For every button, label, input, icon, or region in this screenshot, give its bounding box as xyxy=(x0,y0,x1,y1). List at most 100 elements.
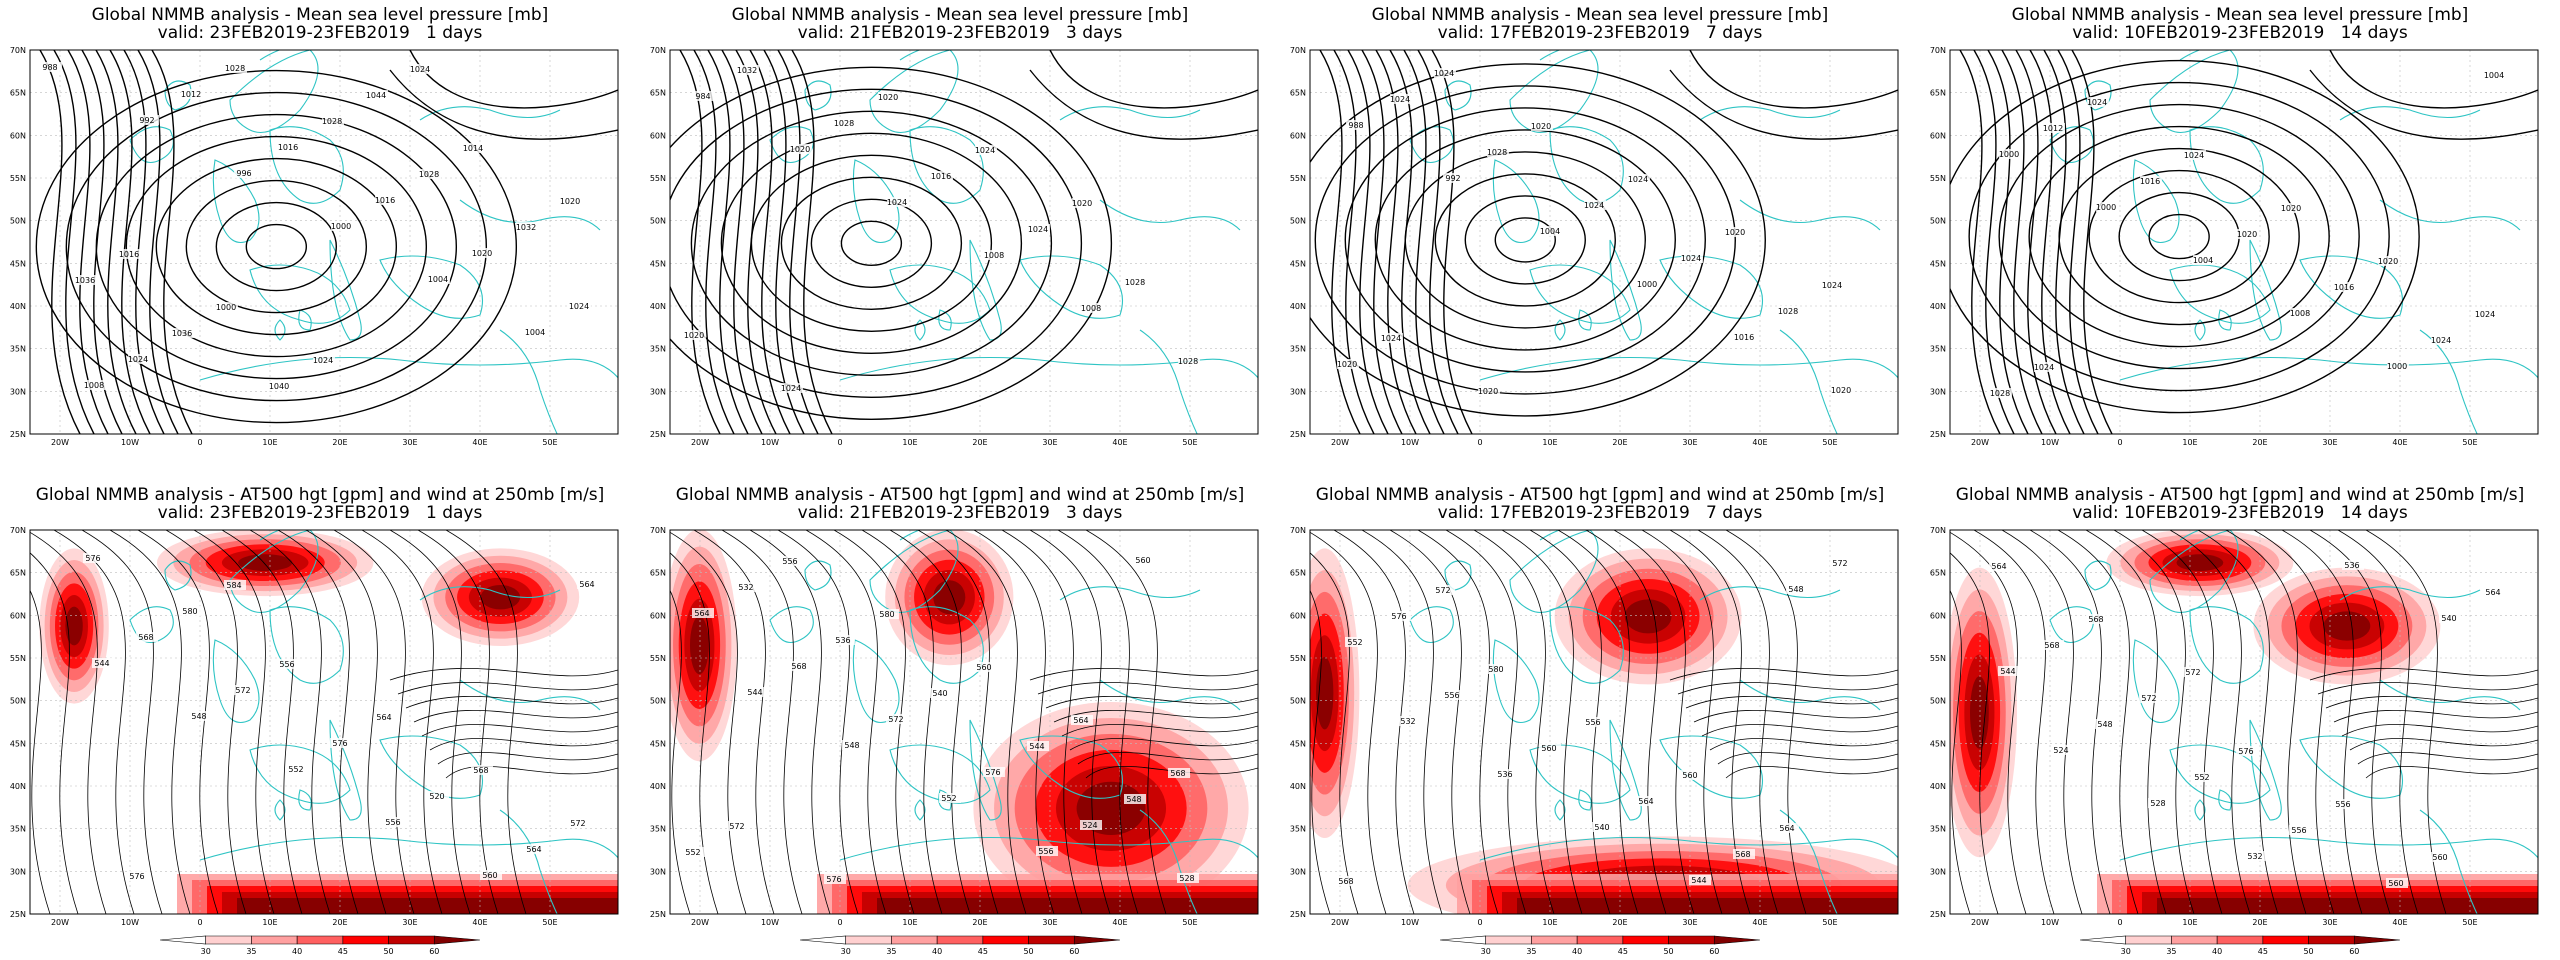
lat-label: 45N xyxy=(650,739,666,748)
colorbar-tick: 45 xyxy=(1618,947,1628,956)
contours xyxy=(670,50,1258,434)
contour-label: 1024 xyxy=(569,302,589,311)
lon-label: 20W xyxy=(1971,438,1989,447)
colorbar-tick: 40 xyxy=(1572,947,1582,956)
map-canvas: 988 992 1004 1000 1016 1020 1024 1028 1024 1024 10… xyxy=(1290,46,1899,447)
lat-label: 65N xyxy=(1290,569,1306,578)
contour-label: 556 xyxy=(1585,718,1600,727)
contour-labels: 544 548 552 556 560 564 568 572 576 520 564 576 580 5… xyxy=(83,553,599,881)
lon-label: 50E xyxy=(2462,438,2477,447)
lon-label: 30E xyxy=(1682,438,1697,447)
contour-label: 556 xyxy=(782,557,797,566)
lat-label: 30N xyxy=(650,387,666,396)
longitude-labels: 20W 10W 0 10E 20E 30E 40E 50E xyxy=(1331,918,1838,927)
contour-label: 1028 xyxy=(1487,148,1507,157)
contour-label: 548 xyxy=(191,712,206,721)
lon-label: 20E xyxy=(972,438,987,447)
lon-label: 10E xyxy=(262,918,277,927)
lat-label: 30N xyxy=(1290,867,1306,876)
lat-label: 55N xyxy=(1930,654,1946,663)
lat-label: 30N xyxy=(1290,387,1306,396)
lon-label: 10E xyxy=(1542,438,1557,447)
contour-label: 576 xyxy=(985,768,1000,777)
colorbar-tick: 35 xyxy=(2166,947,2176,956)
lon-label: 30E xyxy=(402,438,417,447)
colorbar-tick: 30 xyxy=(841,947,851,956)
contour-label: 1024 xyxy=(2087,98,2107,107)
contour-labels: 988 992 1004 1000 1016 1020 1024 1028 1024 1024 10… xyxy=(1337,68,1853,396)
contour-label: 1024 xyxy=(1028,225,1048,234)
contour-label: 552 xyxy=(288,765,303,774)
contour-labels: 988 992 996 1000 1004 1004 1008 1012 1016 1016 102… xyxy=(40,62,591,391)
wind-shading xyxy=(1950,530,2538,914)
colorbar-tick: 30 xyxy=(201,947,211,956)
contour-label: 572 xyxy=(2185,668,2200,677)
contour-label: 564 xyxy=(579,580,594,589)
graticule xyxy=(30,530,618,914)
contour-label: 568 xyxy=(1170,769,1185,778)
contour-label: 1008 xyxy=(984,251,1004,260)
contour-label: 1028 xyxy=(1778,307,1798,316)
latitude-labels: 70N 65N 60N 55N 50N 45N 40N 35N 30N 25N xyxy=(10,526,26,919)
contour-label: 996 xyxy=(236,169,251,178)
wind-colorbar: 30 35 40 45 50 60 xyxy=(2079,935,2401,956)
lon-label: 10E xyxy=(2182,918,2197,927)
contour-label: 560 xyxy=(1135,556,1150,565)
panel-title: Global NMMB analysis - Mean sea level pr… xyxy=(731,5,1189,25)
lon-label: 50E xyxy=(2462,918,2477,927)
lon-label: 20E xyxy=(2252,438,2267,447)
longitude-labels: 20W 10W 0 10E 20E 30E 40E 50E xyxy=(691,438,1198,447)
lat-label: 40N xyxy=(1290,302,1306,311)
lat-label: 25N xyxy=(10,430,26,439)
lat-label: 25N xyxy=(1930,430,1946,439)
contour-label: 1024 xyxy=(128,355,148,364)
contour-label: 1020 xyxy=(560,197,580,206)
contour-label: 1024 xyxy=(781,384,801,393)
colorbar-tick: 35 xyxy=(886,947,896,956)
colorbar-tick: 45 xyxy=(978,947,988,956)
lon-label: 20W xyxy=(691,438,709,447)
lon-label: 10E xyxy=(902,918,917,927)
contour-label: 1012 xyxy=(181,90,201,99)
contour-label: 1036 xyxy=(75,276,95,285)
contour-label: 1016 xyxy=(278,143,298,152)
map-canvas: 532 536 540 544 548 552 556 560 564 568 572 576 580 5… xyxy=(1290,526,1899,956)
lon-label: 0 xyxy=(837,918,842,927)
lat-label: 40N xyxy=(1290,782,1306,791)
contour-label: 1004 xyxy=(525,328,545,337)
contour-label: 520 xyxy=(429,792,444,801)
contour-label: 1024 xyxy=(2431,336,2451,345)
contour-label: 564 xyxy=(694,609,709,618)
lon-label: 0 xyxy=(837,438,842,447)
lat-label: 55N xyxy=(10,174,26,183)
lat-label: 40N xyxy=(650,302,666,311)
contour-label: 564 xyxy=(2485,588,2500,597)
map-canvas: 984 1020 1024 1008 1008 1028 1032 1028 1016 1024 1… xyxy=(650,46,1259,447)
lat-label: 50N xyxy=(1930,217,1946,226)
contour-label: 1004 xyxy=(1540,227,1560,236)
lat-label: 55N xyxy=(1290,654,1306,663)
contour-label: 548 xyxy=(1788,585,1803,594)
lon-label: 20W xyxy=(691,918,709,927)
panel-valid-date: valid: 23FEB2019-23FEB2019 1 days xyxy=(157,503,483,523)
contour-label: 544 xyxy=(1691,876,1706,885)
map-canvas: 524 528 532 536 540 544 548 552 556 560 564 568 572 5… xyxy=(1930,526,2539,956)
lon-label: 10W xyxy=(1401,918,1419,927)
contour-label: 576 xyxy=(1391,612,1406,621)
lon-label: 10W xyxy=(1401,438,1419,447)
contour-label: 1028 xyxy=(1178,357,1198,366)
contour-label: 1004 xyxy=(2193,256,2213,265)
lat-label: 25N xyxy=(1930,910,1946,919)
contour-label: 1024 xyxy=(2184,151,2204,160)
contour-label: 572 xyxy=(2141,694,2156,703)
lat-label: 65N xyxy=(10,89,26,98)
lon-label: 40E xyxy=(2392,438,2407,447)
contour-label: 1000 xyxy=(1637,280,1657,289)
contour-label: 992 xyxy=(139,116,154,125)
contour-label: 1024 xyxy=(1434,69,1454,78)
colorbar-tick: 35 xyxy=(246,947,256,956)
lat-label: 25N xyxy=(650,430,666,439)
lon-label: 20E xyxy=(332,438,347,447)
longitude-labels: 20W 10W 0 10E 20E 30E 40E 50E xyxy=(691,918,1198,927)
lat-label: 45N xyxy=(1290,739,1306,748)
